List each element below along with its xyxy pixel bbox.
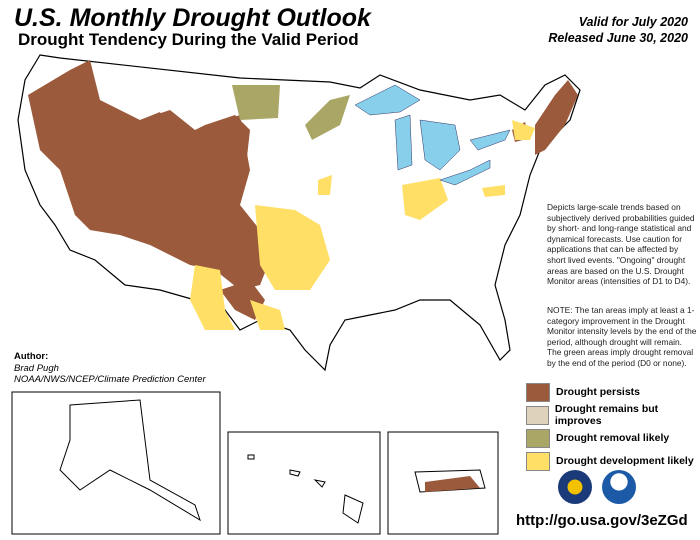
- legend: Drought persists Drought remains but imp…: [526, 381, 700, 473]
- legend-label: Drought development likely: [556, 455, 694, 467]
- map-subtitle: Drought Tendency During the Valid Period: [18, 30, 359, 49]
- drought-development-pa: [482, 185, 505, 197]
- author-name: Brad Pugh: [14, 362, 59, 374]
- conus-map: [17, 54, 581, 372]
- description-text: Depicts large-scale trends based on subj…: [547, 202, 695, 287]
- author-block: Author: Brad Pugh NOAA/NWS/NCEP/Climate …: [14, 351, 206, 386]
- alaska-inset: [11, 391, 221, 535]
- drought-development-nebraska: [318, 175, 332, 195]
- author-label: Author:: [14, 351, 49, 362]
- puerto-rico-inset: [387, 431, 499, 535]
- validity-info: Valid for July 2020 Released June 30, 20…: [548, 14, 688, 46]
- legend-label: Drought removal likely: [556, 432, 670, 444]
- legend-label: Drought persists: [556, 386, 641, 398]
- legend-swatch: [526, 405, 549, 425]
- drought-removal-minnesota: [305, 95, 350, 140]
- legend-item-removal: Drought removal likely: [526, 427, 700, 449]
- drought-development-sw: [190, 265, 235, 330]
- legend-swatch: [526, 428, 550, 448]
- legend-swatch: [526, 382, 550, 402]
- alaska-outline: [59, 399, 201, 522]
- info-url-link[interactable]: http://go.usa.gov/3eZGd: [516, 512, 688, 529]
- drought-development-ne: [512, 120, 535, 140]
- drought-development-tx: [250, 300, 285, 330]
- puerto-rico-drought-persists: [425, 476, 480, 492]
- legend-label: Drought remains but improves: [554, 403, 659, 427]
- legend-swatch: [526, 451, 550, 471]
- drought-persists-montana: [175, 115, 250, 175]
- drought-removal-north-dakota: [232, 85, 280, 120]
- legend-item-improves: Drought remains but improves: [526, 403, 700, 427]
- nws-seal-icon: [558, 470, 592, 504]
- note-text: NOTE: The tan areas imply at least a 1-c…: [547, 305, 697, 368]
- legend-item-development: Drought development likely: [526, 450, 700, 472]
- map-title: U.S. Monthly Drought Outlook: [14, 4, 371, 32]
- legend-item-persists: Drought persists: [526, 381, 700, 403]
- drought-persists-idaho: [140, 112, 165, 130]
- author-org: NOAA/NWS/NCEP/Climate Prediction Center: [14, 374, 206, 385]
- release-date: Released June 30, 2020: [548, 31, 688, 45]
- hawaii-inset: [227, 431, 381, 535]
- drought-development-plains: [255, 205, 330, 290]
- drought-development-ohio: [402, 178, 448, 220]
- hawaii-islands: [247, 454, 364, 524]
- great-lakes: [354, 84, 511, 186]
- valid-period: Valid for July 2020: [578, 15, 688, 29]
- noaa-logo-icon: [602, 470, 636, 504]
- drought-persists-west: [28, 60, 270, 290]
- drought-persists-newengland: [535, 80, 578, 155]
